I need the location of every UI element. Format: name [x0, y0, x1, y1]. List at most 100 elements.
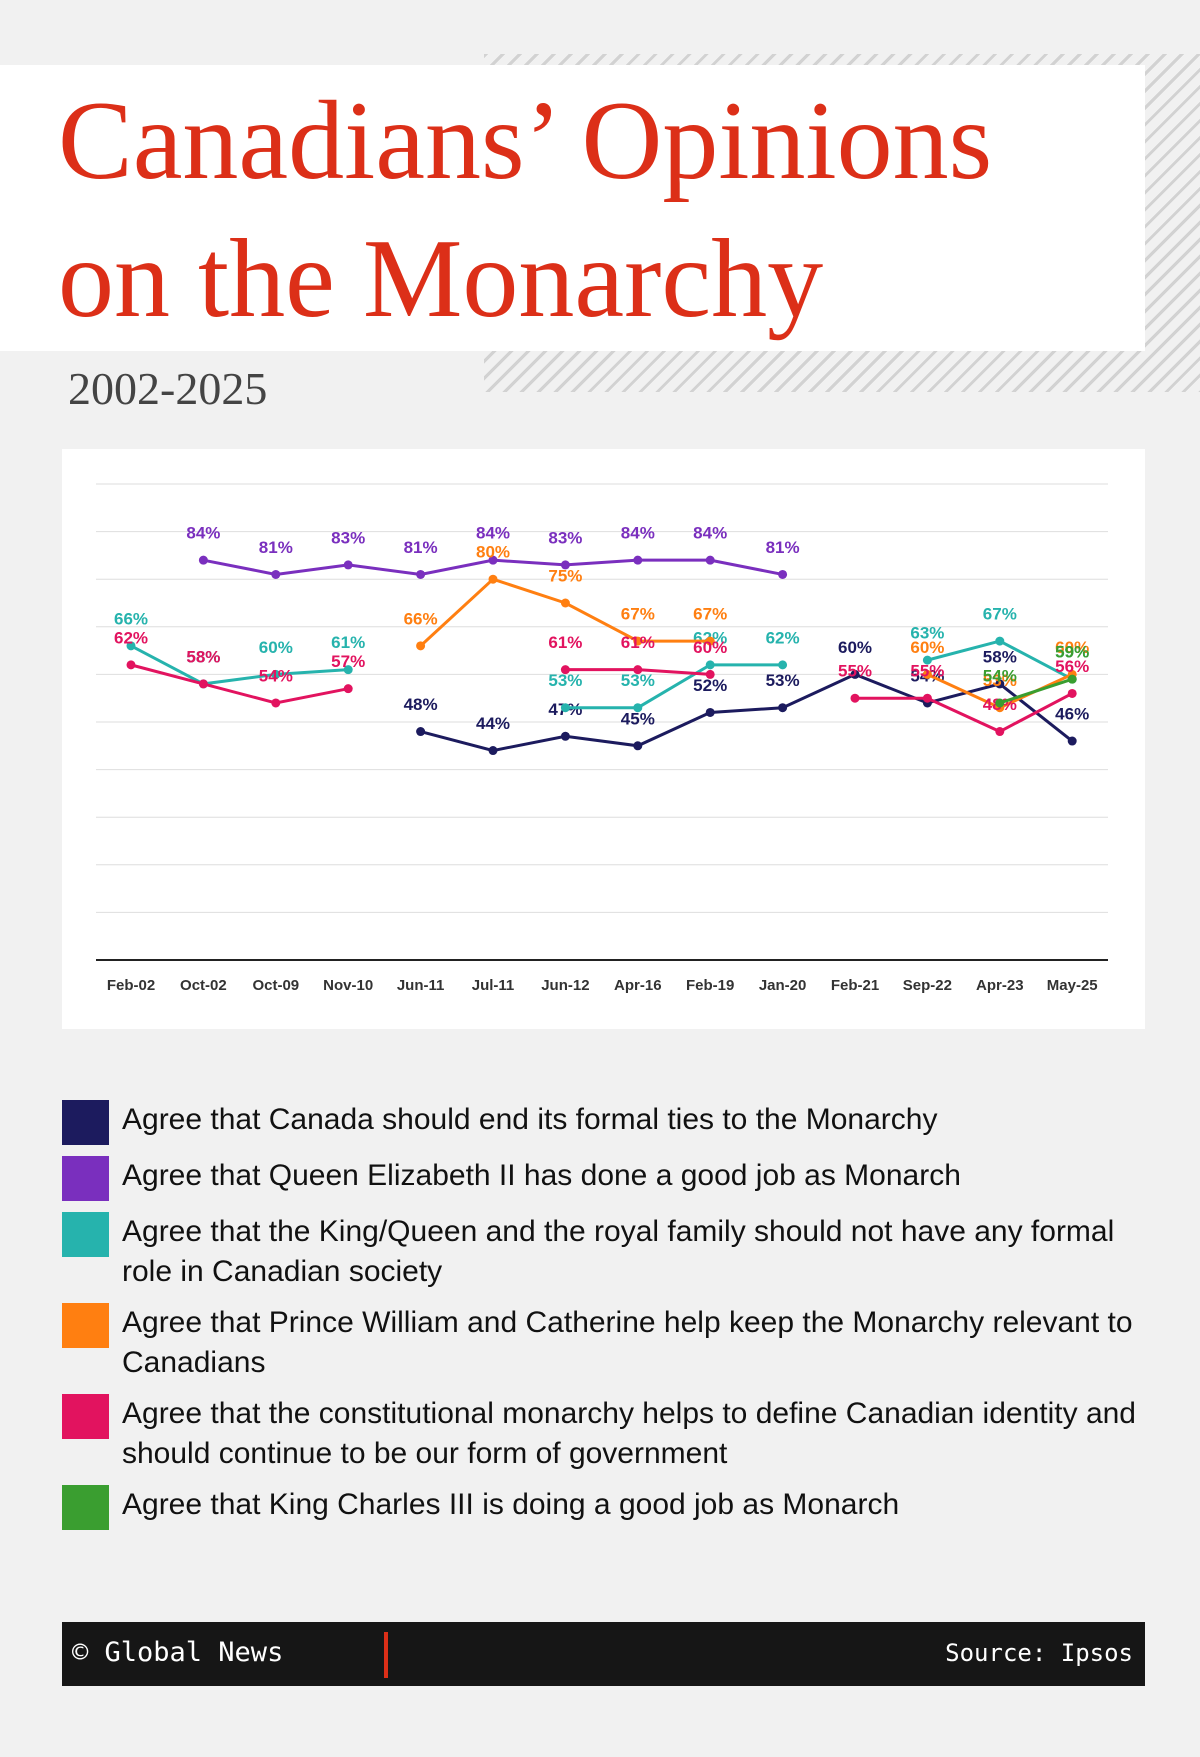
data-label: 81% — [259, 538, 293, 557]
data-point — [271, 669, 281, 679]
data-label: 46% — [1055, 705, 1089, 724]
data-point — [705, 660, 715, 670]
title-line: on the Monarchy — [58, 217, 824, 341]
x-tick-label: Oct-02 — [180, 977, 227, 994]
data-label: 61% — [621, 633, 655, 652]
legend-label: Agree that the constitutional monarchy h… — [122, 1397, 1136, 1470]
data-point — [850, 669, 860, 679]
data-point — [271, 569, 281, 579]
data-point — [560, 665, 570, 675]
x-tick-label: Oct-09 — [252, 977, 299, 994]
data-point — [995, 698, 1005, 708]
data-label: 59% — [1055, 643, 1089, 662]
data-point — [922, 655, 932, 665]
x-tick-label: Apr-23 — [976, 977, 1024, 994]
x-tick-label: Nov-10 — [323, 977, 373, 994]
data-point — [488, 555, 498, 565]
legend-label: Agree that King Charles III is doing a g… — [122, 1488, 900, 1521]
data-point — [705, 555, 715, 565]
data-point — [922, 669, 932, 679]
legend-item: Agree that Prince William and Catherine … — [62, 1303, 1145, 1383]
legend-swatch — [62, 1100, 109, 1145]
data-label: 83% — [548, 528, 582, 547]
series-line — [420, 672, 1074, 753]
data-point — [633, 665, 643, 675]
data-point — [126, 660, 136, 670]
data-label: 60% — [259, 638, 293, 657]
data-point — [271, 698, 281, 708]
data-label: 58% — [983, 647, 1017, 666]
legend-label: Agree that Prince William and Catherine … — [122, 1306, 1133, 1379]
data-label: 52% — [693, 676, 727, 695]
data-label: 53% — [621, 671, 655, 690]
data-label: 60% — [910, 638, 944, 657]
legend-swatch — [62, 1394, 109, 1439]
data-point — [488, 746, 498, 756]
x-tick-label: Jun-12 — [541, 977, 589, 994]
data-label: 63% — [910, 624, 944, 643]
data-label: 53% — [983, 671, 1017, 690]
legend-item: Agree that the constitutional monarchy h… — [62, 1394, 1145, 1474]
title-line: Canadians’ Opinions — [58, 79, 993, 203]
data-label: 61% — [331, 633, 365, 652]
data-point — [705, 636, 715, 646]
data-point — [343, 665, 353, 675]
data-point — [198, 679, 208, 689]
data-point — [995, 636, 1005, 646]
legend-item: Agree that Canada should end its formal … — [62, 1100, 1145, 1145]
x-tick-label: Jun-11 — [397, 977, 445, 994]
data-point — [416, 569, 426, 579]
data-label: 60% — [693, 638, 727, 657]
series-line — [855, 692, 1073, 734]
source: Source: Ipsos — [945, 1639, 1133, 1667]
series-line — [130, 644, 349, 686]
data-point — [995, 727, 1005, 737]
x-tick-label: Feb-21 — [831, 977, 879, 994]
data-label: 62% — [766, 628, 800, 647]
data-point — [560, 731, 570, 741]
data-point — [633, 703, 643, 713]
data-point — [778, 569, 788, 579]
legend: Agree that Canada should end its formal … — [62, 1100, 1145, 1541]
series-line — [130, 663, 349, 705]
legend-item: Agree that the King/Queen and the royal … — [62, 1212, 1145, 1292]
data-label: 55% — [838, 662, 872, 681]
data-point — [1067, 688, 1077, 698]
data-label: 61% — [548, 633, 582, 652]
data-point — [778, 660, 788, 670]
data-label: 66% — [114, 609, 148, 628]
data-point — [633, 741, 643, 751]
data-point — [416, 641, 426, 651]
data-label: 80% — [476, 543, 510, 562]
data-point — [416, 727, 426, 737]
data-point — [560, 598, 570, 608]
data-point — [922, 693, 932, 703]
data-point — [633, 555, 643, 565]
data-label: 81% — [404, 538, 438, 557]
x-tick-label: Feb-02 — [107, 977, 155, 994]
data-label: 54% — [983, 666, 1017, 685]
data-label: 48% — [404, 695, 438, 714]
legend-item: Agree that Queen Elizabeth II has done a… — [62, 1156, 1145, 1201]
data-point — [488, 574, 498, 584]
data-label: 81% — [766, 538, 800, 557]
data-point — [1067, 674, 1077, 684]
x-tick-label: Sep-22 — [903, 977, 952, 994]
data-label: 83% — [331, 528, 365, 547]
data-label: 45% — [621, 709, 655, 728]
subtitle: 2002-2025 — [68, 363, 268, 414]
data-point — [198, 555, 208, 565]
legend-swatch — [62, 1212, 109, 1257]
data-label: 58% — [186, 647, 220, 666]
legend-item: Agree that King Charles III is doing a g… — [62, 1485, 1145, 1530]
data-label: 66% — [404, 609, 438, 628]
data-label: 84% — [693, 524, 727, 543]
data-label: 59% — [1055, 643, 1089, 662]
data-label: 67% — [621, 605, 655, 624]
data-label: 62% — [114, 628, 148, 647]
data-label: 75% — [548, 566, 582, 585]
data-label: 67% — [983, 605, 1017, 624]
data-point — [778, 703, 788, 713]
title-box — [0, 65, 1145, 351]
